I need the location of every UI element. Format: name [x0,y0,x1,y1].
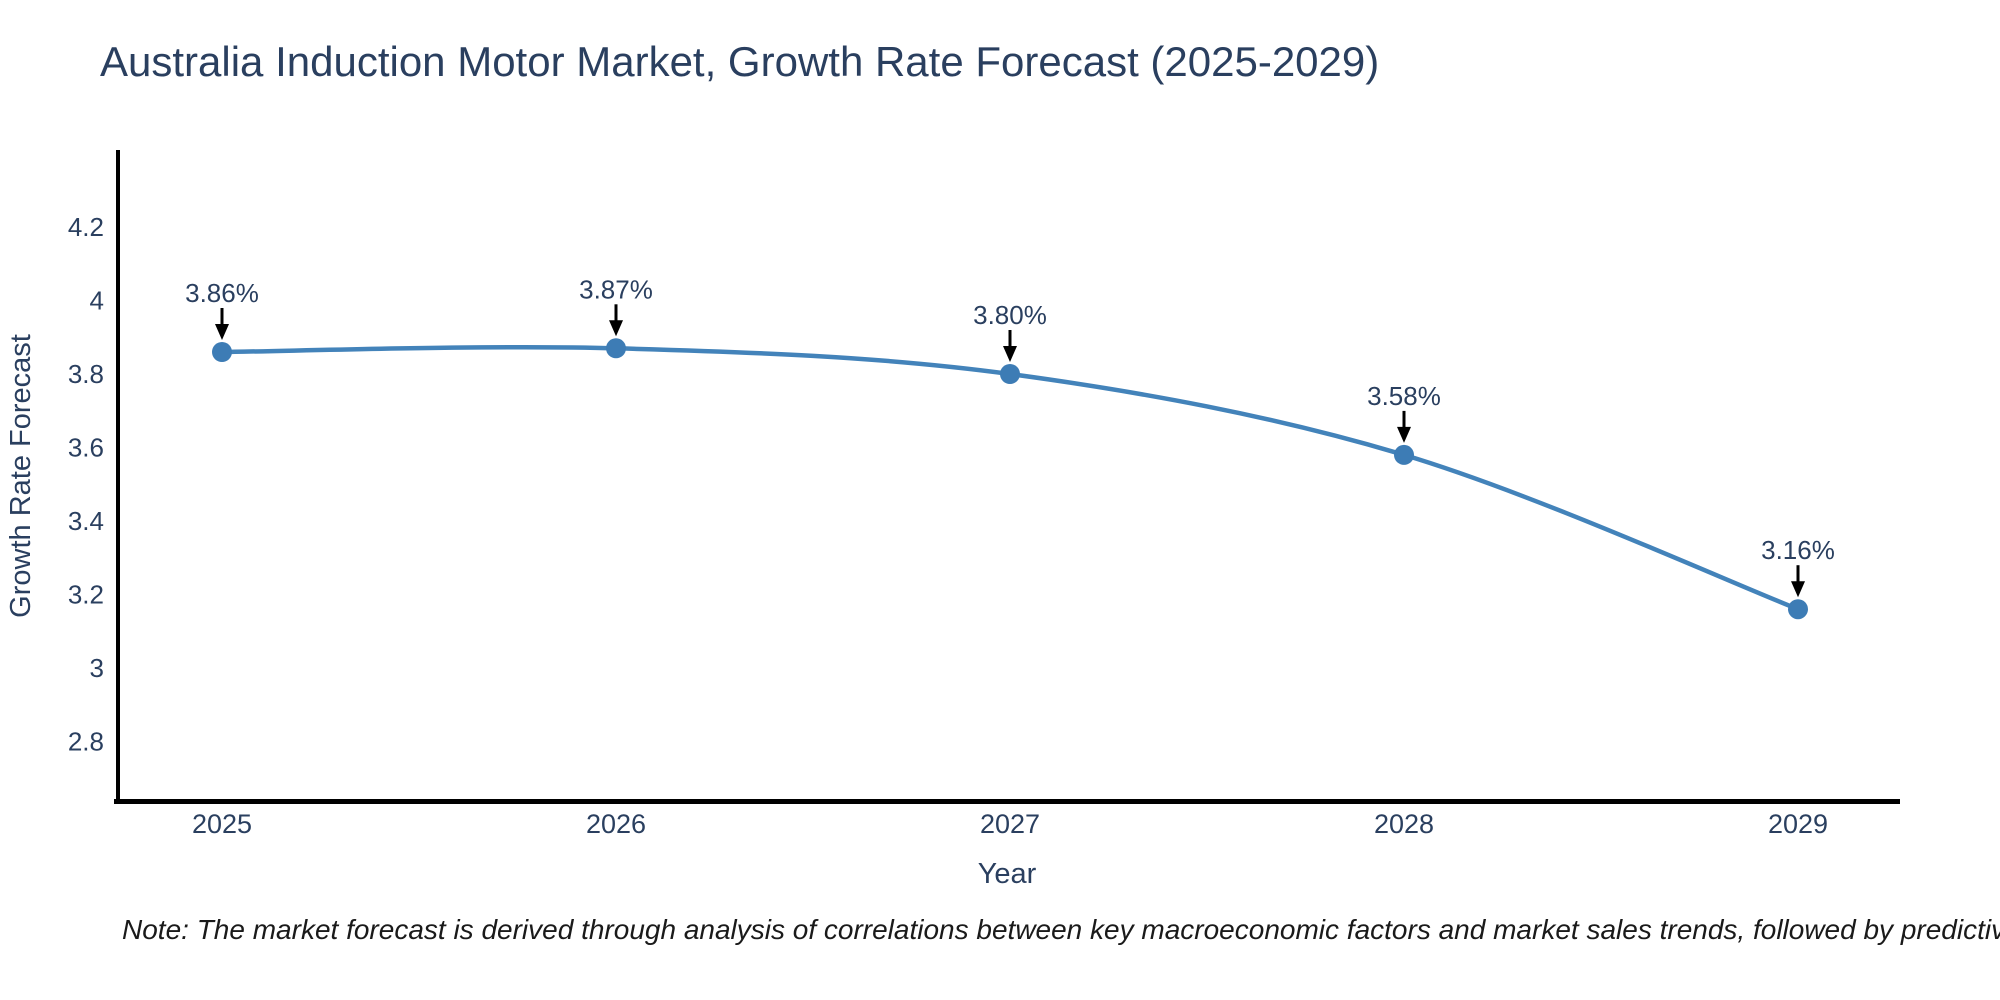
y-tick-label: 3.8 [68,359,104,389]
x-tick-label: 2026 [586,809,646,839]
point-annotation: 3.16% [1761,535,1835,565]
y-tick-label: 4.2 [68,212,104,242]
annotation-arrowhead [609,320,623,337]
annotation-arrowhead [1003,346,1017,362]
x-axis-line [114,799,1900,804]
trend-line [221,344,1799,612]
annotation-arrowhead [1397,426,1411,443]
y-axis-title: Growth Rate Forecast [5,334,37,618]
y-tick-label: 3.4 [68,506,104,536]
data-point-2026[interactable] [606,338,626,359]
point-annotation: 3.58% [1367,381,1441,411]
x-tick-label: 2029 [1768,809,1828,839]
data-point-2028[interactable] [1394,444,1414,465]
y-tick-label: 2.8 [68,727,104,757]
annotation-arrowhead [215,324,229,340]
data-point-2027[interactable] [1000,364,1020,384]
y-tick-label: 4 [90,286,104,316]
y-tick-label: 3.2 [68,580,104,610]
x-tick-label: 2025 [192,809,252,839]
data-point-2025[interactable] [212,342,232,362]
y-tick-label: 3 [90,653,104,683]
point-annotation: 3.80% [973,300,1047,330]
data-point-2029[interactable] [1788,599,1808,620]
y-axis-line [116,150,120,802]
x-tick-label: 2027 [980,809,1040,839]
point-annotation: 3.87% [579,274,653,304]
point-annotation: 3.86% [185,278,259,308]
y-tick-label: 3.6 [68,433,104,463]
x-tick-label: 2028 [1374,809,1434,839]
chart-title: Australia Induction Motor Market, Growth… [100,38,1380,85]
annotation-arrowhead [1791,581,1805,598]
chart-note: Note: The market forecast is derived thr… [122,914,2000,945]
x-axis-title: Year [977,858,1037,890]
